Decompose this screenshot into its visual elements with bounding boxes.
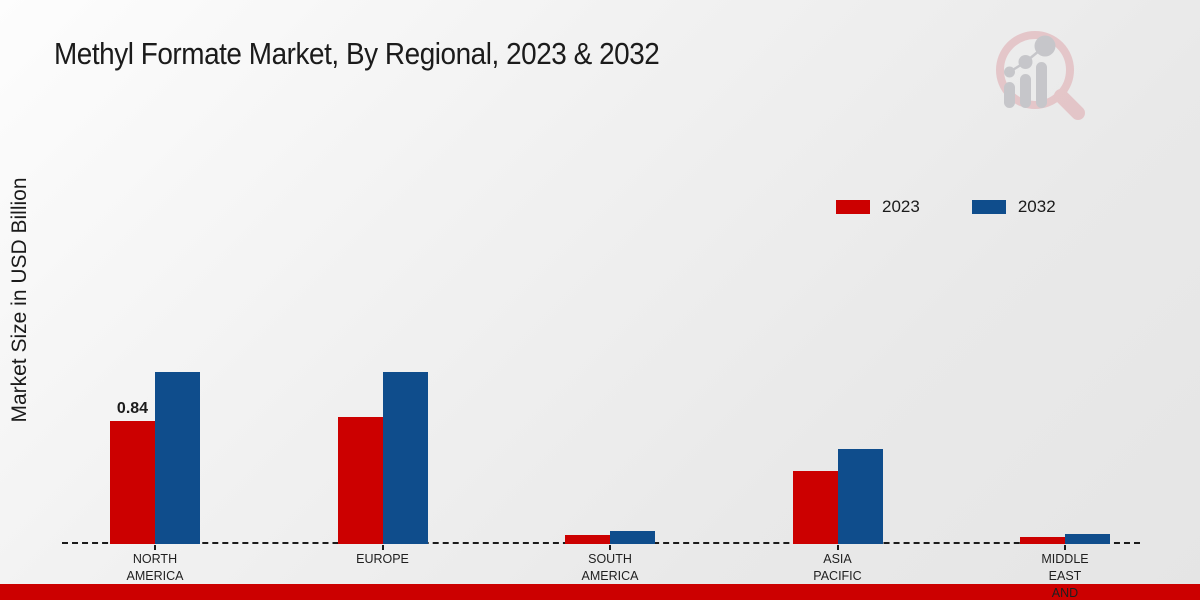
bar-2023-europe (337, 417, 383, 544)
x-axis-tick-south-america (609, 545, 611, 550)
category-label-line: AMERICA (126, 569, 184, 583)
bar-2032-middle-east-and (1065, 534, 1110, 544)
category-label-line: MIDDLE (1041, 552, 1089, 566)
bar-2032-asia-pacific (837, 449, 883, 544)
bar-2032-north-america (155, 372, 200, 544)
value-label-0.84: 0.84 (116, 400, 149, 417)
category-label-line: PACIFIC (813, 569, 862, 583)
bar-2023-asia-pacific (792, 471, 838, 544)
category-label-europe: EUROPE (356, 551, 409, 568)
legend-swatch-2032 (971, 200, 1006, 214)
x-axis-tick-north-america (154, 545, 156, 550)
chart-title: Methyl Formate Market, By Regional, 2023… (54, 36, 660, 71)
category-label-north-america: NORTH AMERICA (127, 551, 184, 585)
x-axis-tick-europe (381, 545, 384, 550)
category-label-line: ASIA (823, 552, 852, 566)
x-axis-tick-middle-east-and (1064, 545, 1066, 550)
legend: 2023 2032 (836, 197, 1056, 217)
category-label-line: AND (1051, 586, 1079, 600)
category-label-middle-east-and: MIDDLE EAST AND (1041, 551, 1088, 600)
y-axis-label: Market Size in USD Billion (8, 177, 31, 423)
bar-2032-europe (382, 372, 428, 544)
category-label-asia-pacific: ASIA PACIFIC (813, 551, 861, 585)
category-label-line: AMERICA (581, 569, 639, 583)
category-label-line: EUROPE (356, 552, 409, 566)
legend-label: 2032 (1017, 197, 1056, 216)
category-label-south-america: SOUTH AMERICA (582, 551, 639, 585)
x-axis-tick-asia-pacific (836, 545, 839, 550)
magnifier-bar-chart-logo-watermark (996, 31, 1085, 120)
legend-item-2023: 2023 (836, 197, 920, 217)
bar-2032-south-america (610, 531, 655, 544)
footer-banner (0, 584, 1200, 600)
category-label-line: EAST (1048, 569, 1082, 583)
bar-2023-middle-east-and (1020, 537, 1065, 544)
bar-2023-south-america (565, 535, 610, 544)
legend-label: 2023 (882, 197, 920, 216)
legend-swatch-2023 (836, 200, 870, 214)
category-label-line: NORTH (132, 552, 178, 566)
bar-2023-north-america (110, 421, 155, 544)
legend-item-2032: 2032 (971, 197, 1056, 217)
category-label-line: SOUTH (588, 552, 632, 566)
